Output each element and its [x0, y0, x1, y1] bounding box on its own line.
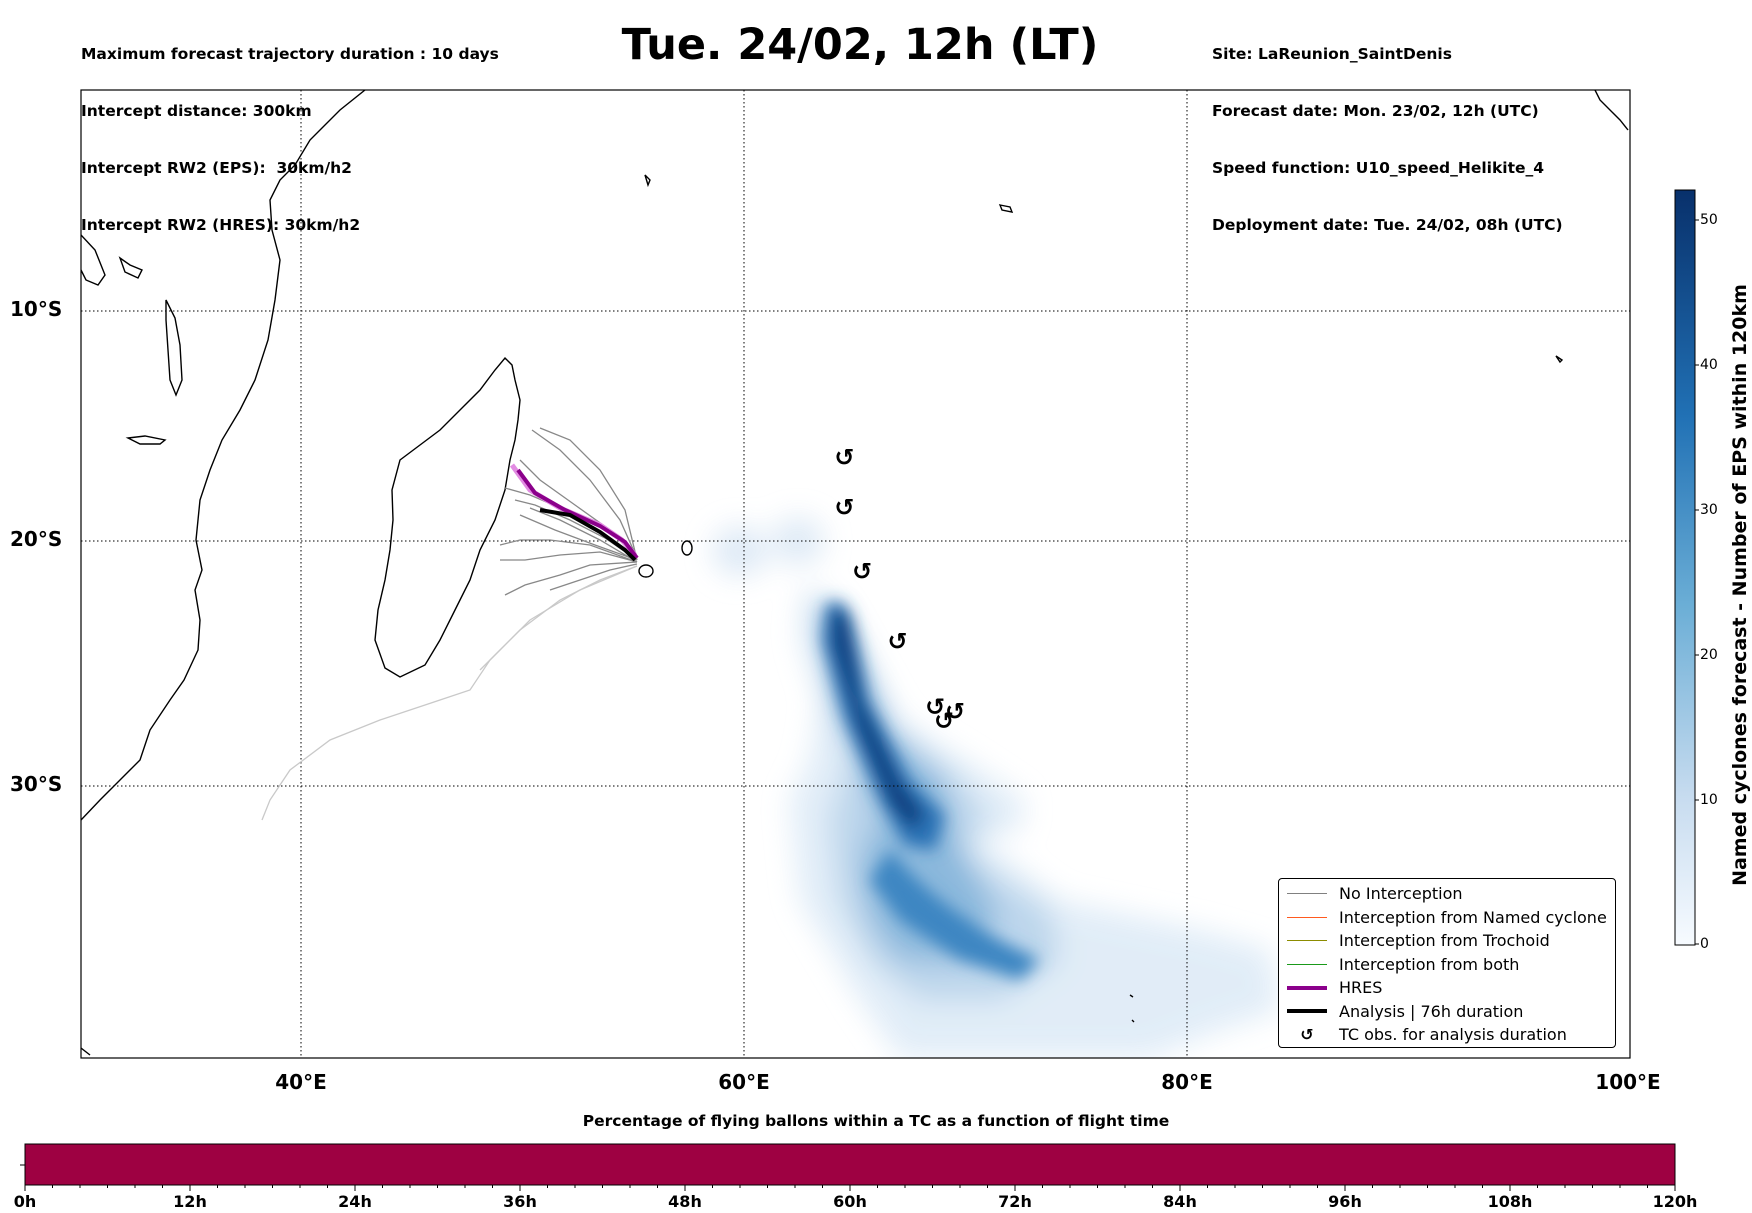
lon-label: 100°E — [1595, 1070, 1661, 1094]
flight-bar-tick-label: 108h — [1487, 1192, 1533, 1211]
legend-label: Interception from Named cyclone — [1339, 907, 1607, 927]
tc-obs-marker: ↺ — [834, 494, 854, 522]
legend: No Interception Interception from Named … — [1278, 878, 1616, 1048]
flight-bar-tick-label: 60h — [833, 1192, 867, 1211]
legend-item: No Interception — [1287, 882, 1607, 906]
coastlines — [81, 90, 1629, 1056]
flight-bar-tick-label: 0h — [13, 1192, 37, 1211]
colorbar-tick-label: 50 — [1700, 212, 1718, 228]
header-right-line: Forecast date: Mon. 23/02, 12h (UTC) — [1212, 102, 1539, 120]
flight-bar-title: Percentage of flying ballons within a TC… — [582, 1112, 1170, 1130]
legend-swatch — [1287, 893, 1327, 895]
tc-obs-marker: ↺ — [945, 698, 965, 726]
legend-item: Interception from Named cyclone — [1287, 906, 1607, 930]
tc-obs-marker: ↺ — [852, 557, 872, 585]
header-right: Site: LaReunion_SaintDenis Forecast date… — [1212, 7, 1563, 254]
legend-label: Analysis | 76h duration — [1339, 1001, 1524, 1021]
legend-swatch — [1287, 963, 1327, 965]
lat-label: 30°S — [10, 772, 63, 796]
gridlines — [81, 90, 1630, 1058]
legend-item: Interception from Trochoid — [1287, 929, 1607, 953]
legend-label: HRES — [1339, 978, 1383, 998]
header-right-line: Speed function: U10_speed_Helikite_4 — [1212, 159, 1545, 177]
legend-item: Interception from both — [1287, 953, 1607, 977]
legend-swatch — [1287, 916, 1327, 918]
flight-bar-tick-label: 96h — [1328, 1192, 1362, 1211]
flight-bar-tick-marks — [24, 1185, 1676, 1191]
header-left-line: Intercept RW2 (HRES): 30km/h2 — [81, 216, 361, 234]
flight-bar-tick-label: 36h — [503, 1192, 537, 1211]
legend-label: TC obs. for analysis duration — [1339, 1025, 1567, 1045]
colorbar-tick-label: 0 — [1700, 936, 1709, 952]
colorbar-tick-label: 30 — [1700, 502, 1718, 518]
long-trajectories — [261, 565, 638, 821]
legend-swatch — [1287, 940, 1327, 942]
colorbar-tick-label: 40 — [1700, 357, 1718, 373]
legend-label: No Interception — [1339, 884, 1463, 904]
legend-item: Analysis | 76h duration — [1287, 1000, 1607, 1024]
map-frame — [80, 89, 1631, 1059]
colorbar-tick-label: 10 — [1700, 792, 1718, 808]
flight-bar-tick-label: 84h — [1163, 1192, 1197, 1211]
header-left-line: Intercept distance: 300km — [81, 102, 312, 120]
hres-trajectory — [516, 468, 639, 560]
lat-label: 10°S — [10, 297, 63, 321]
tc-obs-marker: ↺ — [925, 693, 945, 721]
tc-obs-marker: ↺ — [934, 707, 954, 735]
map-title: Tue. 24/02, 12h (LT) — [621, 20, 1099, 70]
lon-label: 40°E — [275, 1070, 327, 1094]
flight-bar-tick-label: 48h — [668, 1192, 702, 1211]
flight-bar-tick-label: 120h — [1652, 1192, 1698, 1211]
header-left: Maximum forecast trajectory duration : 1… — [81, 7, 499, 254]
flight-time-bar — [24, 1143, 1676, 1186]
flight-bar-tick-label: 12h — [173, 1192, 207, 1211]
colorbar-tick-marks — [1695, 219, 1699, 945]
lat-label: 20°S — [10, 527, 63, 551]
legend-label: Interception from both — [1339, 954, 1520, 974]
tc-obs-marker: ↺ — [887, 628, 907, 656]
lon-label: 80°E — [1161, 1070, 1213, 1094]
eps-trajectories — [499, 427, 638, 596]
header-right-line: Site: LaReunion_SaintDenis — [1212, 45, 1452, 63]
legend-item: HRES — [1287, 976, 1607, 1000]
tc-observations: ↺↺↺↺↺ ↺↺ — [834, 444, 965, 735]
legend-item: ↺ TC obs. for analysis duration — [1287, 1023, 1607, 1047]
lon-label: 60°E — [718, 1070, 770, 1094]
tc-obs-marker: ↺ — [834, 444, 854, 472]
cyclone-density-field — [712, 517, 1280, 1058]
colorbar — [1674, 189, 1696, 946]
legend-swatch — [1287, 1009, 1327, 1014]
header-right-line: Deployment date: Tue. 24/02, 08h (UTC) — [1212, 216, 1563, 234]
legend-swatch — [1287, 985, 1327, 990]
flight-bar-tick-label: 24h — [338, 1192, 372, 1211]
tc-symbol-icon: ↺ — [1300, 1025, 1314, 1045]
colorbar-tick-label: 20 — [1700, 647, 1718, 663]
flight-bar-tick-label: 72h — [998, 1192, 1032, 1211]
header-left-line: Intercept RW2 (EPS): 30km/h2 — [81, 159, 352, 177]
colorbar-label: Named cyclones forecast - Number of EPS … — [1729, 284, 1751, 886]
analysis-trajectory — [539, 508, 637, 562]
header-left-line: Maximum forecast trajectory duration : 1… — [81, 45, 499, 63]
legend-label: Interception from Trochoid — [1339, 931, 1550, 951]
